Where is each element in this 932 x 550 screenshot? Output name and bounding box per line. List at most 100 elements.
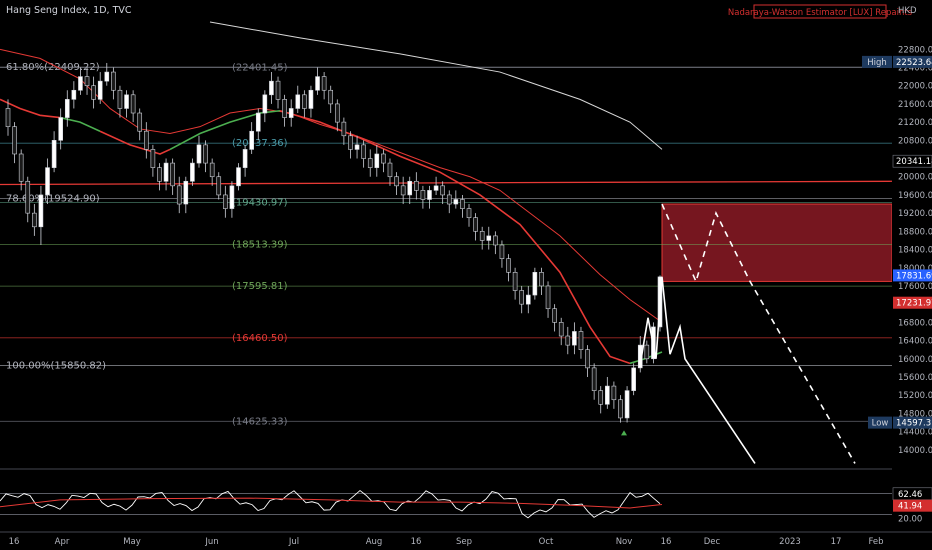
candle — [38, 185, 44, 245]
candle — [91, 76, 96, 109]
candle-body — [190, 162, 195, 182]
price-tick-label: 21600.00 — [898, 100, 932, 110]
candle-body — [334, 103, 340, 123]
price-tag-label-box — [868, 416, 892, 429]
candle-body — [341, 121, 347, 137]
candle-body — [51, 140, 57, 168]
candle — [374, 144, 380, 177]
candle-body — [545, 285, 551, 310]
price-tag-box — [893, 296, 932, 309]
target-zone — [661, 203, 893, 282]
candle-body — [236, 167, 241, 187]
candle — [565, 326, 571, 355]
candle — [532, 267, 538, 300]
candle-body — [394, 176, 399, 187]
time-tick-label: Jul — [288, 537, 299, 547]
candle-body — [446, 194, 452, 205]
fib-level-label: (20737.36) — [232, 138, 288, 149]
nadaraya-watson-curve — [0, 98, 61, 119]
rsi-tick-label: 20.00 — [898, 514, 922, 524]
candle-body — [91, 85, 96, 100]
candle-body — [64, 99, 70, 118]
time-tick-label: Feb — [868, 537, 883, 547]
ma-200-line — [209, 21, 663, 150]
price-tick-label: 19200.00 — [898, 209, 932, 219]
price-tag-value: 22523.64 — [896, 58, 932, 68]
candle-body — [84, 76, 90, 87]
price-tick-label: 18400.00 — [898, 246, 932, 256]
candle-body — [354, 144, 360, 150]
candle — [578, 326, 584, 359]
candle-body — [460, 199, 465, 209]
candle — [644, 340, 650, 364]
price-tag-label: Low — [872, 419, 889, 429]
candle — [519, 285, 524, 314]
price-tag-value: 17231.97 — [896, 299, 932, 309]
candle — [25, 176, 31, 223]
candle-body — [183, 180, 189, 205]
time-tick-label: 17 — [831, 537, 842, 547]
price-tick-label: 18800.00 — [898, 227, 932, 237]
candle — [97, 72, 103, 104]
candle-body — [611, 385, 617, 401]
candle-body — [486, 235, 492, 241]
candle-body — [440, 185, 445, 196]
candle — [58, 108, 63, 150]
fib-level-label: (22401.45) — [232, 62, 288, 73]
price-tick-label: 22400.00 — [898, 64, 932, 74]
candle-body — [519, 290, 524, 305]
candle-body — [45, 167, 50, 196]
price-tag-box — [893, 416, 932, 429]
time-tick-label: Sep — [456, 537, 472, 547]
price-tag-value: 14597.31 — [896, 419, 932, 429]
candle — [394, 172, 399, 195]
rsi-line — [0, 489, 661, 519]
candle-body — [585, 349, 590, 369]
candle-body — [506, 258, 511, 273]
candle-body — [262, 94, 268, 114]
candle — [315, 67, 320, 95]
candle — [236, 163, 241, 191]
candle-body — [78, 76, 83, 91]
candle-body — [282, 99, 287, 118]
candle — [466, 204, 472, 227]
candle — [137, 108, 143, 141]
candle — [572, 322, 577, 355]
candle-body — [374, 153, 380, 168]
rsi-ma-line — [0, 497, 663, 509]
candle — [598, 386, 604, 414]
candle-body — [499, 244, 505, 259]
candle-body — [591, 367, 597, 391]
candle-body — [598, 390, 604, 405]
candle — [414, 172, 419, 200]
price-tick-label: 16800.00 — [898, 318, 932, 328]
price-tick-label: 17600.00 — [898, 282, 932, 292]
candle-body — [578, 331, 584, 350]
nadaraya-watson-curve — [99, 130, 171, 155]
candle — [176, 176, 182, 214]
candle — [479, 226, 485, 250]
candle-body — [111, 71, 116, 91]
time-tick-label: May — [123, 537, 141, 547]
candle-body — [71, 89, 77, 100]
candle — [302, 90, 307, 118]
candle — [460, 194, 465, 218]
time-tick-label: Nov — [616, 537, 633, 547]
candle-body — [565, 335, 571, 346]
time-tick-label: Aug — [366, 537, 383, 547]
candle — [525, 285, 531, 314]
candle-body — [196, 144, 202, 164]
price-tick-label: 14800.00 — [898, 409, 932, 419]
price-tick-label: 15600.00 — [898, 373, 932, 383]
candle — [493, 231, 498, 255]
candle-body — [38, 194, 44, 228]
indicator-badge[interactable]: Nadaraya-Watson Estimator [LUX] Repaints — [728, 4, 913, 19]
candle-body — [308, 89, 314, 109]
candle-body — [32, 212, 37, 228]
candle-body — [130, 94, 136, 114]
candle-body — [302, 94, 307, 109]
candle — [130, 90, 136, 123]
candle-body — [361, 144, 366, 159]
candle — [605, 376, 610, 409]
